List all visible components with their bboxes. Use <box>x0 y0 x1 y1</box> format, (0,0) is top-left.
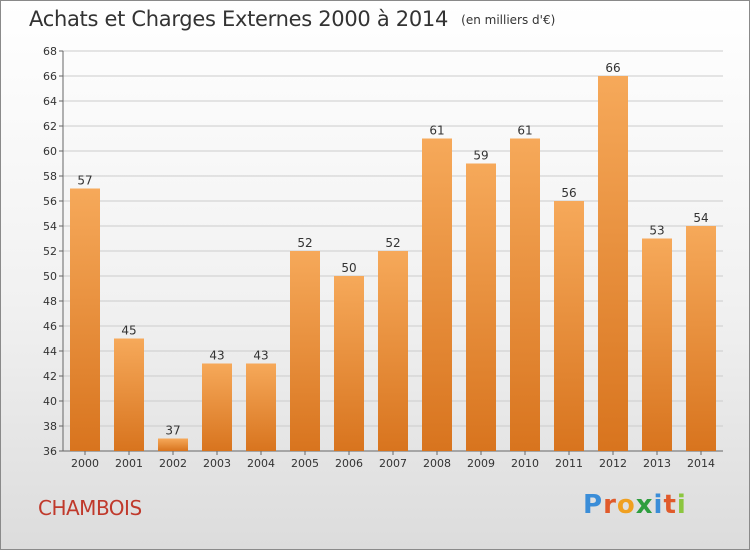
value-label: 52 <box>297 236 312 250</box>
bar-2007 <box>378 251 408 451</box>
y-tick-label: 36 <box>43 445 57 458</box>
x-tick-label: 2012 <box>599 457 627 470</box>
y-tick-label: 42 <box>43 370 57 383</box>
bar-2003 <box>202 363 232 451</box>
x-tick-label: 2004 <box>247 457 275 470</box>
y-tick-label: 38 <box>43 420 57 433</box>
logo-letter: o <box>616 490 636 520</box>
value-label: 59 <box>473 149 488 163</box>
bar-2012 <box>598 76 628 451</box>
value-label: 57 <box>77 174 92 188</box>
bar-2010 <box>510 138 540 451</box>
value-label: 45 <box>121 324 136 338</box>
value-label: 61 <box>517 124 532 138</box>
logo-letter: P <box>583 490 604 520</box>
value-label: 37 <box>165 424 180 438</box>
bar-2011 <box>554 201 584 451</box>
y-tick-label: 52 <box>43 245 57 258</box>
value-label: 66 <box>605 61 620 75</box>
commune-name: CHAMBOIS <box>38 496 142 520</box>
y-tick-label: 56 <box>43 195 57 208</box>
x-tick-label: 2013 <box>643 457 671 470</box>
y-tick-label: 60 <box>43 145 57 158</box>
value-label: 52 <box>385 236 400 250</box>
x-tick-label: 2002 <box>159 457 187 470</box>
unit-note: (en milliers d'€) <box>461 13 556 27</box>
bar-2014 <box>686 226 716 451</box>
x-tick-label: 2011 <box>555 457 583 470</box>
x-tick-label: 2003 <box>203 457 231 470</box>
logo-letter: x <box>635 490 654 520</box>
x-tick-label: 2010 <box>511 457 539 470</box>
value-label: 43 <box>209 349 224 363</box>
y-tick-label: 54 <box>43 220 57 233</box>
bar-2000 <box>70 188 100 451</box>
y-tick-label: 48 <box>43 295 57 308</box>
bar-2005 <box>290 251 320 451</box>
x-tick-label: 2014 <box>687 457 715 470</box>
y-tick-label: 66 <box>43 70 57 83</box>
logo-letter: r <box>603 490 617 520</box>
bar-2009 <box>466 163 496 451</box>
bar-2002 <box>158 438 188 451</box>
x-tick-label: 2008 <box>423 457 451 470</box>
bar-2008 <box>422 138 452 451</box>
y-tick-label: 46 <box>43 320 57 333</box>
y-tick-label: 50 <box>43 270 57 283</box>
y-tick-label: 62 <box>43 120 57 133</box>
chart-title-text: Achats et Charges Externes 2000 à 2014 <box>29 7 449 31</box>
x-tick-label: 2000 <box>71 457 99 470</box>
y-tick-label: 44 <box>43 345 57 358</box>
chart-title: Achats et Charges Externes 2000 à 2014 (… <box>29 7 555 31</box>
y-tick-label: 40 <box>43 395 57 408</box>
value-label: 54 <box>693 211 708 225</box>
logo-letter: i <box>676 490 687 520</box>
x-tick-label: 2005 <box>291 457 319 470</box>
logo-letter: i <box>653 490 664 520</box>
bar-2013 <box>642 238 672 451</box>
bar-2006 <box>334 276 364 451</box>
value-label: 53 <box>649 224 664 238</box>
proxiti-logo[interactable]: Proxiti <box>583 490 687 520</box>
y-tick-label: 64 <box>43 95 57 108</box>
y-tick-label: 68 <box>43 45 57 58</box>
value-label: 50 <box>341 261 356 275</box>
x-tick-label: 2001 <box>115 457 143 470</box>
value-label: 43 <box>253 349 268 363</box>
value-label: 56 <box>561 186 576 200</box>
logo-letter: t <box>663 490 677 520</box>
x-tick-label: 2007 <box>379 457 407 470</box>
x-tick-label: 2006 <box>335 457 363 470</box>
y-tick-label: 58 <box>43 170 57 183</box>
x-tick-label: 2009 <box>467 457 495 470</box>
value-label: 61 <box>429 124 444 138</box>
bar-2001 <box>114 338 144 451</box>
bar-2004 <box>246 363 276 451</box>
